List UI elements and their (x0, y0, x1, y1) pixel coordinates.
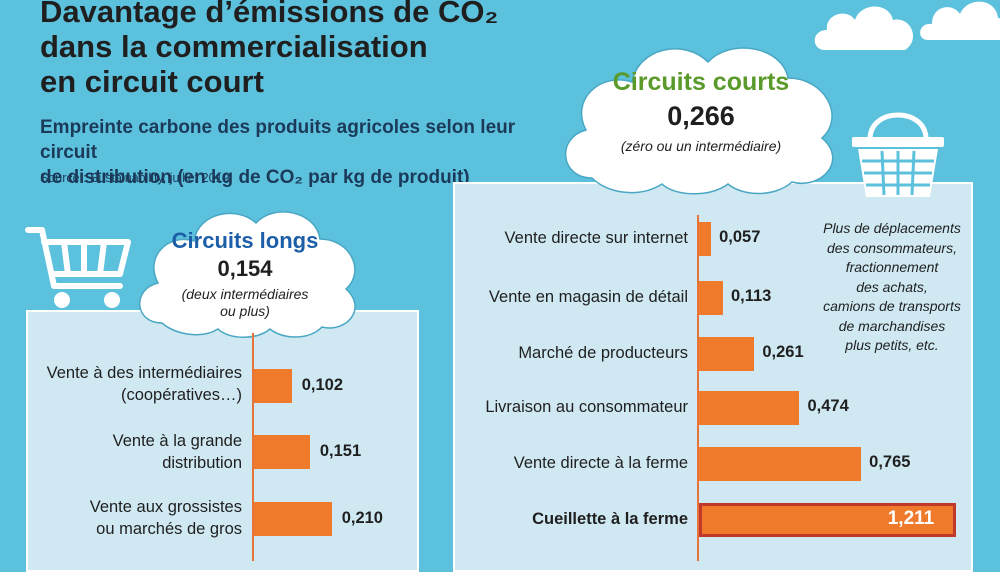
bar-value-label: 0,210 (341, 509, 383, 527)
cloud-icon (564, 47, 834, 195)
source-note: Source : Sustainability, juillet 2019 (40, 171, 230, 185)
bar-value-label: 1,211 (887, 508, 935, 529)
bar-value-label: 0,261 (762, 343, 804, 361)
short-circuits-note: (zéro ou un intermédiaire) (620, 138, 782, 154)
category-line: (coopératives…) (120, 386, 242, 404)
category-line: Vente à la grande (112, 432, 242, 450)
bar-value-label: 0,057 (719, 228, 761, 246)
bar (699, 447, 862, 481)
title-line: dans la commercialisation (40, 29, 428, 64)
bar (254, 435, 310, 469)
bar (699, 503, 956, 537)
long-circuits-panel (26, 310, 419, 572)
bar (699, 337, 755, 371)
category-label: Vente à des intermédiaires (coopératives… (30, 362, 242, 406)
note-line: de marchandises (838, 317, 946, 334)
note-line: camions de transports (823, 298, 961, 314)
note-line: Plus de déplacements (823, 220, 961, 236)
bar (699, 391, 800, 425)
subtitle-line: de distribution (en kg de CO₂ par kg de … (40, 167, 470, 188)
category-line: distribution (162, 454, 242, 472)
category-label: Vente aux grossistes ou marchés de gros (30, 496, 242, 540)
category-label: Vente directe à la ferme (513, 454, 688, 472)
title-line: Davantage d’émissions de CO₂ (40, 0, 499, 29)
bar (254, 369, 292, 403)
long-circuits-value: 0,154 (217, 256, 273, 281)
category-line: Vente aux grossistes (89, 498, 242, 516)
cloud-icon (814, 6, 914, 50)
cloud-icon (139, 211, 356, 338)
bar-value-label: 0,474 (807, 397, 849, 415)
shopping-cart-icon (25, 227, 131, 308)
note-line: fractionnement (845, 259, 939, 275)
short-circuits-value: 0,266 (667, 101, 735, 131)
bar-value-label: 0,113 (730, 287, 772, 305)
bar (699, 281, 723, 315)
category-line: ou marchés de gros (96, 520, 242, 538)
category-label: Cueillette à la ferme (532, 510, 688, 528)
bar-value-label: 0,151 (319, 442, 362, 460)
short-cloud-text: Circuits courts 0,266 (zéro ou un interm… (576, 68, 826, 154)
long-chart-axis (252, 333, 254, 561)
long-cloud-text: Circuits longs 0,154 (deux intermédiaire… (150, 228, 340, 320)
category-line: Vente à des intermédiaires (46, 364, 242, 382)
note-line: des achats, (856, 278, 928, 295)
category-label: Vente à la grande distribution (30, 430, 242, 474)
subtitle-line: Empreinte carbone des produits agricoles… (40, 117, 516, 163)
category-label: Vente en magasin de détail (488, 288, 688, 306)
subtitle: Empreinte carbone des produits agricoles… (40, 115, 560, 190)
title-line: en circuit court (40, 64, 264, 99)
long-circuits-title: Circuits longs (171, 228, 319, 253)
bar (699, 222, 712, 256)
long-circuits-note: ou plus) (220, 303, 270, 319)
long-circuits-note: (deux intermédiaires (181, 286, 309, 302)
note-line: plus petits, etc. (845, 337, 939, 353)
category-label: Livraison au consommateur (485, 398, 688, 416)
bar-value-label: 0,765 (869, 453, 911, 471)
short-circuits-title: Circuits courts (612, 68, 790, 96)
page-title: Davantage d’émissions de CO₂ dans la com… (40, 0, 498, 99)
bar-value-label: 0,102 (301, 376, 344, 394)
short-chart-axis (697, 215, 699, 561)
category-label: Vente directe sur internet (504, 229, 688, 247)
shopping-basket-icon (852, 112, 944, 197)
category-label: Marché de producteurs (518, 344, 688, 362)
short-circuits-note-text: Plus de déplacements des consommateurs, … (812, 219, 972, 356)
note-line: des consommateurs, (827, 239, 957, 256)
cloud-icon (920, 1, 1000, 40)
bar (254, 502, 332, 536)
